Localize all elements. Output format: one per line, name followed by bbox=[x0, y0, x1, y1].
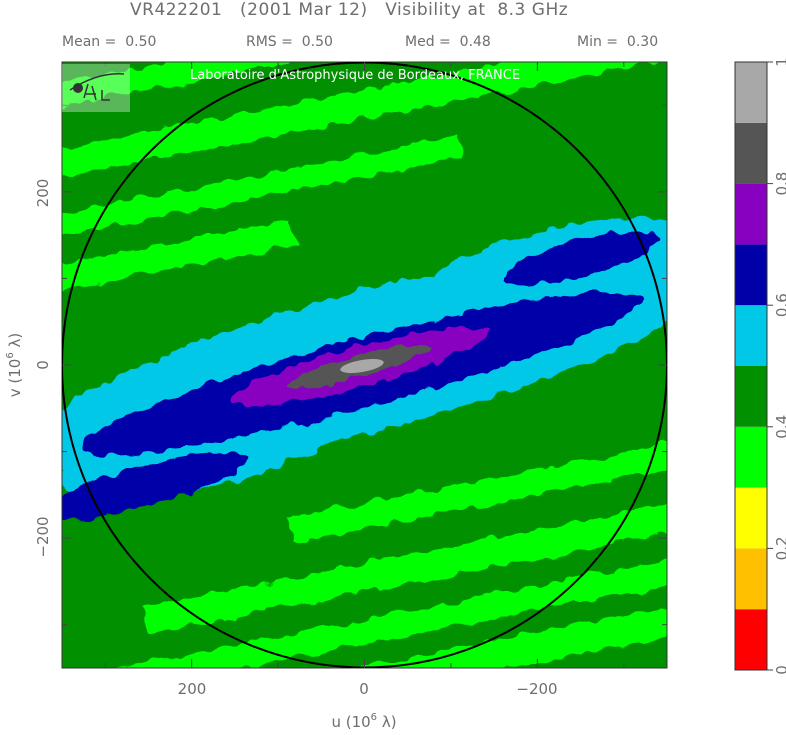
colorbar-swatch bbox=[735, 487, 767, 549]
colorbar-swatch bbox=[735, 426, 767, 488]
colorbar-swatch bbox=[735, 183, 767, 245]
band-light-green bbox=[287, 429, 667, 543]
x-tick-label: 200 bbox=[178, 680, 207, 698]
y-tick-label: 0 bbox=[34, 360, 52, 370]
colorbar-tick-label: 0.8 bbox=[773, 172, 786, 196]
lab-logo bbox=[62, 64, 130, 112]
band-dark-blue bbox=[62, 451, 251, 521]
band-light-gray-core bbox=[340, 358, 384, 374]
y-axis-label: v (106 λ) bbox=[5, 333, 24, 397]
x-tick-label: 0 bbox=[359, 680, 369, 698]
credit-text: Laboratoire d'Astrophysique de Bordeaux,… bbox=[190, 68, 521, 83]
band-dark-blue bbox=[502, 231, 658, 286]
colorbar-frame bbox=[734, 61, 768, 671]
x-tick-label: −200 bbox=[516, 680, 557, 698]
plot-title: VR422201 (2001 Mar 12) Visibility at 8.3… bbox=[130, 0, 569, 20]
colorbar-tick-label: 0 bbox=[773, 665, 786, 675]
colorbar-swatch bbox=[735, 366, 767, 427]
colorbar-swatch bbox=[735, 305, 767, 366]
colorbar-swatch bbox=[735, 62, 767, 123]
band-light-green bbox=[62, 62, 655, 126]
colorbar-tick-label: 1 bbox=[773, 57, 786, 67]
colorbar-tick-label: 0.4 bbox=[773, 415, 786, 439]
colorbar: 0 0.2 0.4 0.6 0.8 1 bbox=[734, 57, 786, 675]
x-axis-label: u (106 λ) bbox=[331, 712, 396, 731]
colorbar-tick-label: 0.2 bbox=[773, 536, 786, 560]
y-tick-label: 200 bbox=[34, 179, 52, 208]
colorbar-swatch bbox=[735, 609, 767, 670]
colorbar-tick-label: 0.6 bbox=[773, 293, 786, 317]
colorbar-swatch bbox=[735, 548, 767, 610]
lab-logo-icon bbox=[69, 73, 125, 101]
colorbar-swatch bbox=[735, 122, 767, 184]
band-light-green bbox=[113, 531, 667, 668]
stat-min: Min = 0.30 bbox=[577, 34, 659, 50]
stat-mean: Mean = 0.50 bbox=[62, 34, 157, 50]
band-light-green bbox=[112, 580, 667, 668]
stat-median: Med = 0.48 bbox=[405, 34, 491, 50]
colorbar-swatch bbox=[735, 244, 767, 306]
stat-rms: RMS = 0.50 bbox=[246, 34, 333, 50]
band-light-green bbox=[62, 219, 296, 314]
y-tick-label: −200 bbox=[34, 516, 52, 557]
band-light-green bbox=[62, 135, 463, 250]
